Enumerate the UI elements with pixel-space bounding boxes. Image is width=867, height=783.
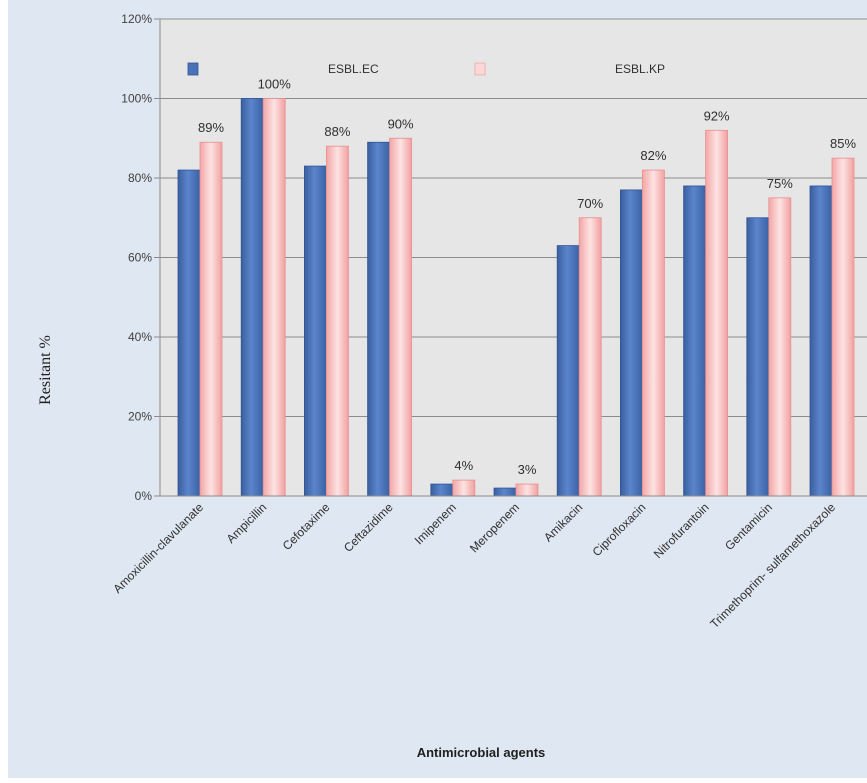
- y-tick-label: 20%: [128, 410, 152, 424]
- data-label: 100%: [258, 77, 292, 92]
- y-tick-label: 80%: [128, 171, 152, 185]
- data-label: 75%: [767, 176, 793, 191]
- data-label: 85%: [830, 136, 856, 151]
- data-label: 82%: [640, 148, 666, 163]
- bar-esbl-kp: [705, 129, 728, 497]
- bar-esbl-ec: [809, 185, 833, 497]
- bar-esbl-ec: [493, 487, 517, 497]
- bar-esbl-kp: [831, 157, 855, 497]
- data-label: 89%: [198, 120, 224, 135]
- legend-label-esbl-kp: ESBL.KP: [615, 62, 665, 76]
- data-label: 88%: [324, 124, 350, 139]
- data-label: 90%: [388, 116, 414, 131]
- bar-esbl-ec: [683, 185, 706, 497]
- bar-esbl-ec: [367, 141, 391, 497]
- data-label: 3%: [518, 462, 537, 477]
- y-tick-label: 120%: [121, 12, 152, 26]
- legend: ESBL.EC ESBL.KP: [187, 62, 665, 76]
- bar-esbl-kp: [389, 137, 413, 497]
- y-tick-label: 0%: [135, 489, 153, 503]
- bar-esbl-kp: [262, 98, 286, 497]
- legend-label-esbl-ec: ESBL.EC: [328, 62, 379, 76]
- bar-esbl-ec: [240, 98, 264, 497]
- y-axis-title: Resitant %: [37, 335, 54, 405]
- bar-esbl-ec: [556, 245, 580, 497]
- bar-esbl-kp: [578, 217, 602, 497]
- bar-esbl-kp: [768, 197, 792, 497]
- bar-esbl-kp: [199, 141, 223, 497]
- bar-esbl-kp: [642, 169, 665, 497]
- bar-esbl-kp: [515, 483, 539, 497]
- bar-esbl-ec: [177, 169, 201, 497]
- y-tick-label: 60%: [128, 251, 152, 265]
- legend-swatch-esbl-ec: [187, 62, 199, 76]
- y-tick-label: 40%: [128, 330, 152, 344]
- data-label: 70%: [577, 196, 603, 211]
- data-label: 4%: [454, 458, 473, 473]
- bar-esbl-ec: [620, 189, 643, 497]
- bar-esbl-ec: [430, 483, 454, 497]
- y-tick-label: 100%: [121, 92, 152, 106]
- bar-esbl-kp: [452, 479, 476, 497]
- bar-esbl-kp: [325, 145, 349, 497]
- x-axis-title: Antimicrobial agents: [417, 745, 546, 760]
- bar-esbl-ec: [746, 217, 770, 497]
- legend-swatch-esbl-kp: [474, 62, 486, 76]
- data-label: 92%: [704, 108, 730, 123]
- bar-esbl-ec: [303, 165, 327, 497]
